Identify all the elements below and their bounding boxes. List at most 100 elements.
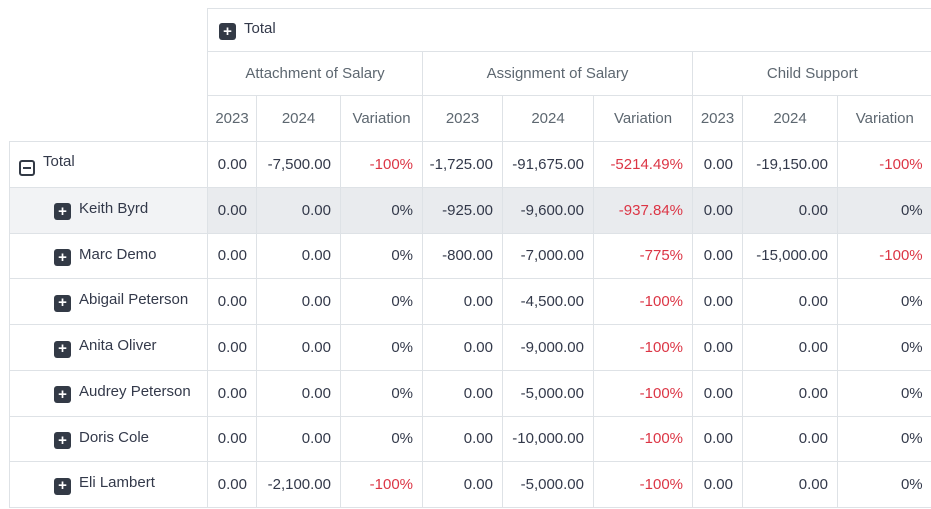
pivot-cell: -2,100.00: [256, 461, 341, 508]
column-group-child-support[interactable]: Child Support: [691, 51, 931, 96]
pivot-cell: 0.00: [692, 141, 743, 188]
pivot-cell: -5,000.00: [502, 369, 594, 417]
pivot-cell: 0.00: [692, 415, 743, 463]
pivot-cell: 0.00: [256, 369, 341, 417]
expand-plus-icon[interactable]: [219, 23, 236, 41]
expand-plus-icon[interactable]: [54, 477, 71, 495]
pivot-cell: 0.00: [692, 278, 743, 325]
pivot-cell: 0.00: [207, 415, 257, 463]
subheader-2023[interactable]: 2023: [207, 95, 257, 142]
pivot-cell: -937.84%: [593, 186, 693, 234]
pivot-cell: -100%: [593, 324, 693, 371]
pivot-cell: 0.00: [742, 461, 838, 508]
pivot-cell: 0%: [340, 232, 423, 280]
pivot-cell: 0.00: [742, 186, 838, 234]
row-label: Eli Lambert: [79, 474, 155, 492]
subheader-2023[interactable]: 2023: [422, 95, 503, 142]
row-toggle-marc-demo[interactable]: Marc Demo: [9, 232, 208, 280]
pivot-cell: 0.00: [422, 415, 503, 463]
pivot-cell: 0.00: [207, 324, 257, 371]
pivot-cell: 0.00: [742, 369, 838, 417]
row-toggle-keith-byrd[interactable]: Keith Byrd: [9, 186, 208, 234]
expand-plus-icon[interactable]: [54, 294, 71, 312]
row-toggle-eli-lambert[interactable]: Eli Lambert: [9, 461, 208, 508]
subheader-2024[interactable]: 2024: [256, 95, 341, 142]
subheader-2024[interactable]: 2024: [742, 95, 838, 142]
pivot-cell: 0.00: [692, 369, 743, 417]
table-row-marc-demo: Marc Demo 0.00 0.00 0% -800.00 -7,000.00…: [9, 232, 931, 280]
pivot-cell: -10,000.00: [502, 415, 594, 463]
pivot-cell: -775%: [593, 232, 693, 280]
pivot-cell: -800.00: [422, 232, 503, 280]
subheader-variation[interactable]: Variation: [340, 95, 423, 142]
row-label: Audrey Peterson: [79, 382, 191, 400]
pivot-cell: 0.00: [256, 232, 341, 280]
subheader-variation[interactable]: Variation: [593, 95, 693, 142]
table-row-total: Total 0.00 -7,500.00 -100% -1,725.00 -91…: [9, 141, 931, 188]
row-toggle-total[interactable]: Total: [9, 141, 208, 188]
pivot-cell: 0%: [340, 278, 423, 325]
pivot-cell: -1,725.00: [422, 141, 503, 188]
pivot-cell: 0.00: [256, 415, 341, 463]
pivot-cell: -9,000.00: [502, 324, 594, 371]
row-label: Marc Demo: [79, 245, 157, 263]
subheader-2024[interactable]: 2024: [502, 95, 594, 142]
pivot-cell: -5,000.00: [502, 461, 594, 508]
expand-plus-icon[interactable]: [54, 249, 71, 267]
expand-plus-icon[interactable]: [54, 386, 71, 404]
expand-plus-icon[interactable]: [54, 340, 71, 358]
column-group-assignment-of-salary[interactable]: Assignment of Salary: [422, 51, 693, 96]
pivot-table: Total Attachment of Salary Assignment of…: [9, 8, 931, 508]
row-label: Anita Oliver: [79, 337, 157, 355]
pivot-cell: 0%: [836, 461, 931, 508]
row-toggle-anita-oliver[interactable]: Anita Oliver: [9, 324, 208, 371]
pivot-cell: -19,150.00: [742, 141, 838, 188]
column-group-attachment-of-salary[interactable]: Attachment of Salary: [207, 51, 423, 96]
pivot-cell: -100%: [836, 141, 931, 188]
pivot-cell: -925.00: [422, 186, 503, 234]
pivot-cell: 0.00: [692, 461, 743, 508]
row-toggle-doris-cole[interactable]: Doris Cole: [9, 415, 208, 463]
pivot-cell: -15,000.00: [742, 232, 838, 280]
corner-blank-cell: [9, 51, 208, 96]
pivot-cell: -100%: [593, 369, 693, 417]
pivot-cell: 0.00: [692, 324, 743, 371]
pivot-cell: 0%: [340, 415, 423, 463]
pivot-cell: -100%: [593, 415, 693, 463]
pivot-cell: 0%: [340, 186, 423, 234]
pivot-cell: 0.00: [742, 324, 838, 371]
table-row-anita-oliver: Anita Oliver 0.00 0.00 0% 0.00 -9,000.00…: [9, 324, 931, 371]
pivot-cell: 0.00: [207, 278, 257, 325]
subheader-variation[interactable]: Variation: [836, 95, 931, 142]
pivot-cell: 0.00: [422, 369, 503, 417]
subheader-2023[interactable]: 2023: [692, 95, 743, 142]
row-label: Abigail Peterson: [79, 291, 189, 309]
table-row-doris-cole: Doris Cole 0.00 0.00 0% 0.00 -10,000.00 …: [9, 415, 931, 463]
row-label: Total: [43, 152, 75, 170]
pivot-cell: 0%: [340, 369, 423, 417]
pivot-cell: 0.00: [422, 324, 503, 371]
column-header-total-label: Total: [244, 19, 276, 37]
row-toggle-audrey-peterson[interactable]: Audrey Peterson: [9, 369, 208, 417]
column-header-total[interactable]: Total: [206, 8, 931, 52]
pivot-cell: 0.00: [692, 186, 743, 234]
pivot-cell: 0.00: [422, 278, 503, 325]
expand-plus-icon[interactable]: [54, 432, 71, 450]
pivot-cell: 0.00: [207, 461, 257, 508]
pivot-cell: 0.00: [692, 232, 743, 280]
row-toggle-abigail-peterson[interactable]: Abigail Peterson: [9, 278, 208, 325]
pivot-cell: 0%: [836, 324, 931, 371]
pivot-cell: -9,600.00: [502, 186, 594, 234]
pivot-cell: -4,500.00: [502, 278, 594, 325]
pivot-cell: 0%: [340, 324, 423, 371]
pivot-cell: 0.00: [742, 415, 838, 463]
pivot-cell: 0%: [836, 278, 931, 325]
pivot-cell: -91,675.00: [502, 141, 594, 188]
pivot-cell: 0.00: [207, 141, 257, 188]
collapse-minus-icon[interactable]: [19, 159, 35, 176]
expand-plus-icon[interactable]: [54, 203, 71, 221]
table-row-eli-lambert: Eli Lambert 0.00 -2,100.00 -100% 0.00 -5…: [9, 461, 931, 508]
table-row-abigail-peterson: Abigail Peterson 0.00 0.00 0% 0.00 -4,50…: [9, 278, 931, 325]
row-label: Keith Byrd: [79, 199, 149, 217]
